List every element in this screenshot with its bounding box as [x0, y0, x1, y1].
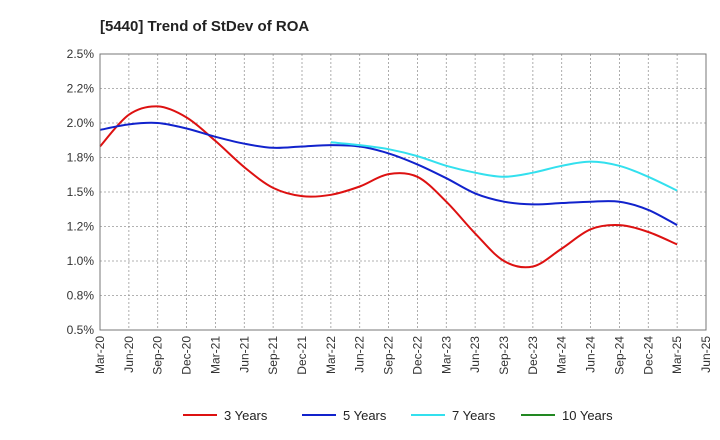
x-tick-label: Jun-20	[122, 336, 136, 373]
x-tick-label: Sep-21	[266, 336, 280, 375]
x-tick-label: Mar-24	[555, 336, 569, 374]
y-tick-label: 2.5%	[67, 47, 95, 61]
y-tick-label: 2.2%	[67, 82, 95, 96]
plot-frame	[99, 53, 707, 331]
x-tick-label: Sep-20	[151, 336, 165, 375]
x-tick-label: Dec-21	[295, 336, 309, 375]
x-tick-label: Mar-23	[439, 336, 453, 374]
y-tick-label: 2.0%	[67, 116, 95, 130]
x-tick-label: Jun-23	[468, 336, 482, 373]
y-tick-label: 1.0%	[67, 254, 95, 268]
chart-title: [5440] Trend of StDev of ROA	[100, 18, 309, 35]
legend-label: 10 Years	[562, 408, 613, 423]
legend-label: 3 Years	[224, 408, 268, 423]
y-tick-label: 0.8%	[67, 289, 95, 303]
legend-label: 5 Years	[343, 408, 387, 423]
x-tick-label: Mar-21	[208, 336, 222, 374]
x-tick-label: Jun-25	[699, 336, 713, 373]
x-tick-label: Jun-24	[584, 336, 598, 373]
series-line-7-years	[330, 141, 678, 192]
legend-item-7-years: 7 Years	[411, 408, 496, 423]
series-line-5-years	[99, 121, 678, 226]
y-axis-ticks: 0.5% 0.8% 1.0% 1.2% 1.5% 1.8% 2.0% 2.2% 2.5%	[67, 47, 95, 337]
x-tick-label: Dec-24	[641, 336, 655, 375]
x-tick-label: Sep-22	[382, 336, 396, 375]
x-tick-label: Mar-25	[670, 336, 684, 374]
x-tick-label: Sep-23	[497, 336, 511, 375]
series-line-3-years	[99, 105, 678, 269]
series-lines	[99, 105, 678, 269]
x-tick-label: Jun-21	[237, 336, 251, 373]
y-tick-label: 1.5%	[67, 185, 95, 199]
x-tick-label: Dec-22	[410, 336, 424, 375]
y-tick-label: 1.2%	[67, 220, 95, 234]
legend: 3 Years 5 Years 7 Years 10 Years	[183, 408, 613, 423]
x-tick-label: Dec-20	[180, 336, 194, 375]
x-tick-label: Dec-23	[526, 336, 540, 375]
legend-label: 7 Years	[452, 408, 496, 423]
y-tick-label: 1.8%	[67, 151, 95, 165]
legend-item-3-years: 3 Years	[183, 408, 268, 423]
legend-item-10-years: 10 Years	[521, 408, 613, 423]
y-tick-label: 0.5%	[67, 323, 95, 337]
x-tick-label: Sep-24	[612, 336, 626, 375]
legend-item-5-years: 5 Years	[302, 408, 387, 423]
grid	[99, 53, 707, 331]
x-axis-ticks: Mar-20 Jun-20 Sep-20 Dec-20 Mar-21 Jun-21 Sep-…	[93, 336, 713, 375]
x-tick-label: Jun-22	[353, 336, 367, 373]
x-tick-label: Mar-22	[324, 336, 338, 374]
x-tick-label: Mar-20	[93, 336, 107, 374]
